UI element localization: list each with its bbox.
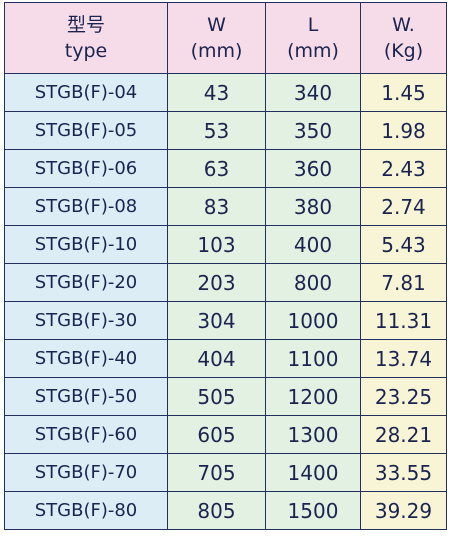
table-cell: 1.98 [360, 111, 447, 150]
table-cell: STGB(F)-70 [4, 453, 168, 492]
table-row: STGB(F)-10 103 400 5.43 [4, 225, 447, 264]
table-cell: 1300 [265, 415, 361, 454]
header-row: 型号 type W (mm) L (mm) W. (Kg) [4, 2, 447, 74]
table-cell: 705 [167, 453, 266, 492]
table-cell: STGB(F)-40 [4, 339, 168, 378]
header-text: (mm) [190, 40, 243, 62]
header-cell: 型号 type [4, 2, 168, 74]
table-row: STGB(F)-05 53 350 1.98 [4, 111, 447, 150]
table-cell: 505 [167, 377, 266, 416]
header-text: L [307, 14, 319, 36]
table-cell: 28.21 [360, 415, 447, 454]
table-cell: 805 [167, 491, 266, 530]
table-row: STGB(F)-04 43 340 1.45 [4, 73, 447, 112]
table-cell: 360 [265, 149, 361, 188]
spec-table: 型号 type W (mm) L (mm) W. (Kg) STGB(F)-04 43 340 1.… [4, 2, 447, 530]
table-cell: 1000 [265, 301, 361, 340]
table-cell: 39.29 [360, 491, 447, 530]
table-cell: STGB(F)-20 [4, 263, 168, 302]
table-cell: STGB(F)-10 [4, 225, 168, 264]
table-cell: STGB(F)-30 [4, 301, 168, 340]
table-cell: 1100 [265, 339, 361, 378]
table-cell: 53 [167, 111, 266, 150]
table-cell: 43 [167, 73, 266, 112]
table-body: STGB(F)-04 43 340 1.45 STGB(F)-05 53 350 1.98 ST… [4, 73, 447, 530]
table-cell: 33.55 [360, 453, 447, 492]
table-cell: 380 [265, 187, 361, 226]
table-cell: 2.43 [360, 149, 447, 188]
table-cell: 7.81 [360, 263, 447, 302]
table-cell: 400 [265, 225, 361, 264]
table-cell: STGB(F)-08 [4, 187, 168, 226]
table-cell: 1.45 [360, 73, 447, 112]
table-cell: STGB(F)-06 [4, 149, 168, 188]
table-row: STGB(F)-06 63 360 2.43 [4, 149, 447, 188]
header-text: W [207, 14, 226, 36]
table-cell: STGB(F)-50 [4, 377, 168, 416]
table-cell: 23.25 [360, 377, 447, 416]
table-cell: STGB(F)-05 [4, 111, 168, 150]
header-text: (Kg) [383, 40, 424, 62]
table-cell: 340 [265, 73, 361, 112]
header-cell: W (mm) [167, 2, 266, 74]
table-row: STGB(F)-50 505 1200 23.25 [4, 377, 447, 416]
table-row: STGB(F)-08 83 380 2.74 [4, 187, 447, 226]
table-cell: 11.31 [360, 301, 447, 340]
table-row: STGB(F)-40 404 1100 13.74 [4, 339, 447, 378]
table-cell: 5.43 [360, 225, 447, 264]
table-cell: 350 [265, 111, 361, 150]
table-cell: 1400 [265, 453, 361, 492]
table-row: STGB(F)-70 705 1400 33.55 [4, 453, 447, 492]
table-row: STGB(F)-20 203 800 7.81 [4, 263, 447, 302]
header-text: W. [392, 14, 415, 36]
table-cell: 203 [167, 263, 266, 302]
table-row: STGB(F)-60 605 1300 28.21 [4, 415, 447, 454]
header-text: (mm) [287, 40, 339, 62]
table-cell: STGB(F)-80 [4, 491, 168, 530]
table-cell: 605 [167, 415, 266, 454]
table-cell: 83 [167, 187, 266, 226]
table-cell: 404 [167, 339, 266, 378]
table-cell: 304 [167, 301, 266, 340]
table-cell: 800 [265, 263, 361, 302]
table-cell: 13.74 [360, 339, 447, 378]
table-cell: STGB(F)-60 [4, 415, 168, 454]
table-row: STGB(F)-80 805 1500 39.29 [4, 491, 447, 530]
header-cell: L (mm) [265, 2, 361, 74]
header-text: type [64, 40, 108, 62]
header-cell: W. (Kg) [360, 2, 447, 74]
table-cell: STGB(F)-04 [4, 73, 168, 112]
table-cell: 63 [167, 149, 266, 188]
header-text: 型号 [66, 14, 105, 36]
table-cell: 103 [167, 225, 266, 264]
table-cell: 1200 [265, 377, 361, 416]
table-row: STGB(F)-30 304 1000 11.31 [4, 301, 447, 340]
table-cell: 2.74 [360, 187, 447, 226]
table-cell: 1500 [265, 491, 361, 530]
